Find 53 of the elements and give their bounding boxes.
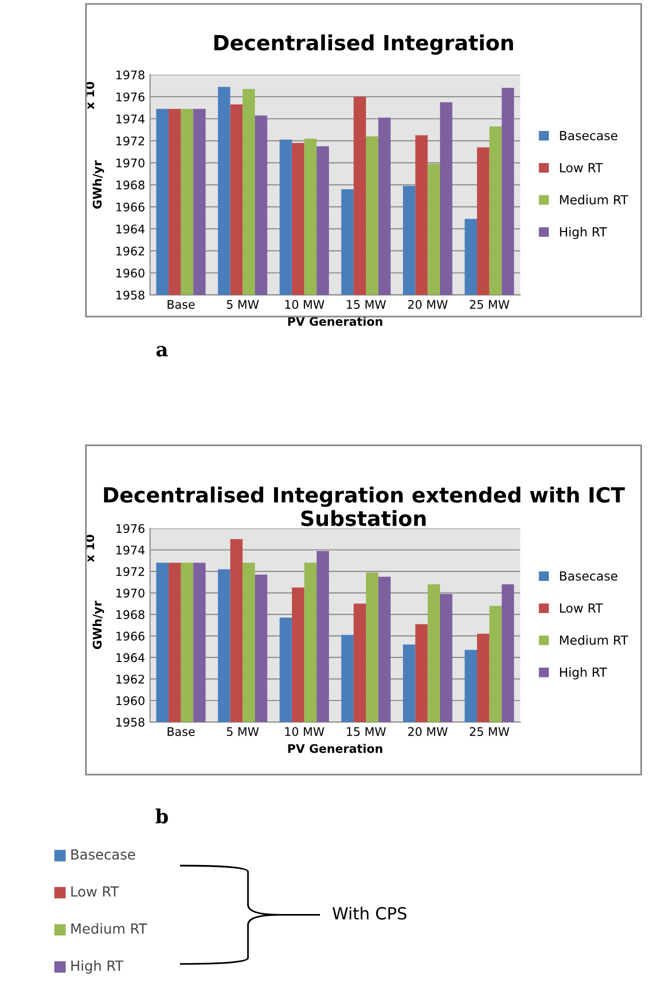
y-tick-label: 1976 — [116, 92, 144, 102]
legend-label: Low RT — [560, 163, 603, 172]
x-tick-label: 5 MW — [226, 300, 259, 309]
x-axis-title: PV Generation — [288, 316, 382, 326]
y-tick-label: 1970 — [116, 158, 144, 168]
text: With CPS — [332, 906, 406, 920]
legend-label: Basecase — [560, 571, 618, 581]
x-tick-label: 15 MW — [346, 727, 386, 736]
x-tick-label: Base — [168, 727, 195, 736]
y-tick-label: 1958 — [116, 290, 144, 300]
category-label: Low RT — [71, 886, 119, 897]
x-tick-label: Base — [168, 300, 195, 309]
x-tick-label: 25 MW — [470, 727, 510, 736]
text: b — [156, 808, 168, 824]
y-tick-label: 1960 — [116, 696, 144, 706]
x-tick-label: 10 MW — [285, 300, 324, 309]
y-tick-label: 1968 — [116, 180, 144, 190]
legend-label: Medium RT — [560, 635, 628, 645]
category-label: Medium RT — [71, 923, 148, 934]
x-tick-label: 15 MW — [346, 300, 386, 309]
legend-label: Medium RT — [560, 194, 628, 204]
x-tick-label: 20 MW — [408, 300, 448, 309]
x-tick-label: 20 MW — [408, 727, 448, 736]
y-tick-label: 1964 — [116, 224, 145, 234]
y-tick-label: 1964 — [116, 653, 145, 662]
y-axis-title: GWh/yr — [92, 160, 104, 209]
y-tick-label: 1970 — [116, 588, 144, 598]
legend-label: High RT — [560, 226, 608, 239]
y-axis-title: GWh/yr — [92, 600, 104, 650]
y-tick-label: 1962 — [116, 674, 144, 684]
y-tick-label: 1978 — [116, 70, 144, 80]
y-tick-label: 1958 — [116, 718, 144, 727]
legend-label: High RT — [560, 667, 608, 680]
x-tick-label: 10 MW — [285, 727, 324, 736]
legend-label: Basecase — [560, 130, 618, 140]
y-tick-label: 1976 — [116, 524, 144, 534]
category-label: Basecase — [71, 849, 136, 860]
y-tick-label: 1972 — [116, 136, 144, 146]
y-tick-label: 1974 — [116, 546, 145, 555]
x-tick-label: 25 MW — [470, 300, 510, 309]
text: a — [156, 346, 168, 357]
y-tick-label: 1966 — [116, 202, 144, 212]
y-tick-label: 1974 — [116, 114, 145, 124]
category-label: High RT — [71, 960, 124, 974]
x-axis-title: PV Generation — [288, 744, 382, 753]
y-tick-label: 1962 — [116, 246, 144, 256]
y-tick-label: 1966 — [116, 632, 144, 641]
legend-label: Low RT — [560, 603, 603, 613]
y-tick-label: 1972 — [116, 567, 144, 576]
x-tick-label: 5 MW — [226, 727, 259, 736]
y-tick-label: 1960 — [116, 268, 144, 278]
chart-title: Decentralised Integration — [214, 34, 514, 55]
y-tick-label: 1968 — [116, 610, 144, 620]
